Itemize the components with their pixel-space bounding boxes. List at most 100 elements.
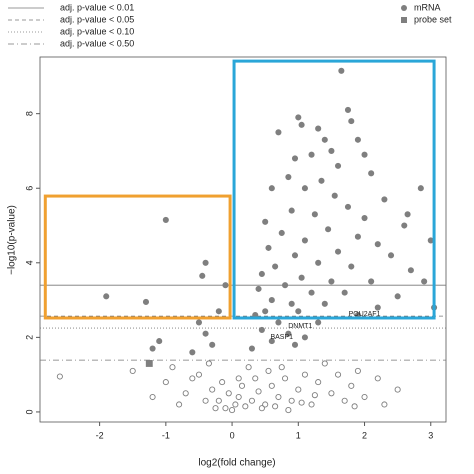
point bbox=[255, 285, 262, 292]
point bbox=[129, 367, 136, 374]
point bbox=[315, 379, 322, 386]
point bbox=[368, 170, 375, 177]
point bbox=[262, 218, 269, 225]
point bbox=[308, 151, 315, 158]
point bbox=[321, 300, 328, 307]
point bbox=[308, 289, 315, 296]
legend-label: adj. p-value < 0.05 bbox=[60, 14, 134, 24]
point bbox=[235, 393, 242, 401]
point bbox=[315, 125, 322, 132]
point bbox=[162, 216, 169, 223]
point bbox=[374, 241, 381, 248]
legend-marker bbox=[401, 5, 407, 11]
point bbox=[268, 382, 275, 389]
point bbox=[142, 298, 150, 305]
point bbox=[255, 388, 262, 395]
y-tick-label: 2 bbox=[24, 335, 34, 340]
point bbox=[265, 367, 272, 374]
point bbox=[282, 282, 289, 289]
legend-label: adj. p-value < 0.10 bbox=[60, 26, 134, 36]
x-tick-label: 2 bbox=[362, 430, 367, 440]
point bbox=[295, 308, 302, 315]
point bbox=[354, 136, 361, 143]
gene-label: BASP1 bbox=[270, 334, 293, 341]
x-tick-label: 3 bbox=[428, 430, 433, 440]
point bbox=[311, 211, 318, 218]
point bbox=[341, 289, 348, 296]
point bbox=[169, 364, 176, 371]
point bbox=[298, 121, 305, 128]
point bbox=[291, 341, 299, 348]
point bbox=[354, 233, 361, 240]
point bbox=[56, 373, 63, 380]
point bbox=[361, 151, 368, 158]
point bbox=[222, 405, 229, 412]
point bbox=[308, 401, 315, 408]
point bbox=[387, 252, 395, 259]
point bbox=[195, 319, 203, 326]
x-tick-label: -1 bbox=[162, 430, 170, 440]
y-tick-label: 8 bbox=[24, 111, 34, 116]
point bbox=[242, 403, 249, 410]
point bbox=[245, 364, 252, 371]
point bbox=[235, 375, 242, 382]
point bbox=[291, 252, 299, 259]
point bbox=[265, 244, 272, 251]
point bbox=[195, 371, 203, 378]
point bbox=[189, 349, 196, 356]
x-tick-label: -2 bbox=[96, 430, 104, 440]
point bbox=[199, 272, 206, 279]
point bbox=[205, 360, 212, 367]
point bbox=[209, 386, 216, 393]
x-axis-label: log2(fold change) bbox=[198, 458, 275, 469]
point bbox=[278, 229, 285, 237]
point bbox=[298, 274, 305, 281]
legend-label: adj. p-value < 0.01 bbox=[60, 2, 134, 12]
y-axis-label: −log10(p-value) bbox=[7, 205, 18, 275]
point bbox=[311, 392, 318, 399]
point bbox=[285, 407, 292, 414]
point bbox=[149, 393, 156, 401]
point bbox=[325, 226, 332, 233]
point bbox=[202, 330, 209, 337]
point bbox=[328, 147, 335, 155]
point bbox=[361, 215, 368, 222]
point bbox=[225, 390, 232, 397]
point bbox=[288, 300, 295, 307]
point bbox=[348, 263, 355, 270]
point bbox=[338, 67, 345, 74]
point bbox=[258, 270, 265, 278]
point bbox=[381, 401, 388, 408]
point bbox=[282, 375, 289, 382]
point bbox=[272, 263, 279, 270]
point bbox=[341, 397, 348, 404]
point bbox=[209, 341, 216, 348]
point bbox=[272, 403, 279, 410]
point bbox=[315, 259, 322, 266]
point bbox=[215, 308, 222, 315]
point bbox=[262, 308, 269, 315]
point bbox=[202, 397, 209, 404]
point bbox=[334, 371, 342, 378]
point bbox=[248, 345, 255, 352]
point bbox=[248, 397, 255, 404]
point bbox=[189, 375, 196, 382]
point bbox=[238, 382, 246, 389]
point bbox=[145, 360, 153, 367]
point bbox=[288, 397, 295, 404]
point bbox=[315, 319, 322, 326]
point bbox=[421, 278, 428, 285]
x-tick-label: 1 bbox=[296, 430, 301, 440]
point bbox=[212, 405, 219, 412]
point bbox=[301, 237, 308, 244]
point bbox=[275, 393, 282, 401]
point bbox=[298, 399, 305, 406]
point bbox=[394, 293, 401, 300]
plot-frame bbox=[39, 56, 447, 423]
x-tick-label: 0 bbox=[230, 430, 235, 440]
point bbox=[295, 386, 302, 393]
point bbox=[275, 129, 282, 136]
highlight-box bbox=[232, 59, 436, 320]
point bbox=[374, 375, 381, 382]
point bbox=[394, 386, 401, 393]
